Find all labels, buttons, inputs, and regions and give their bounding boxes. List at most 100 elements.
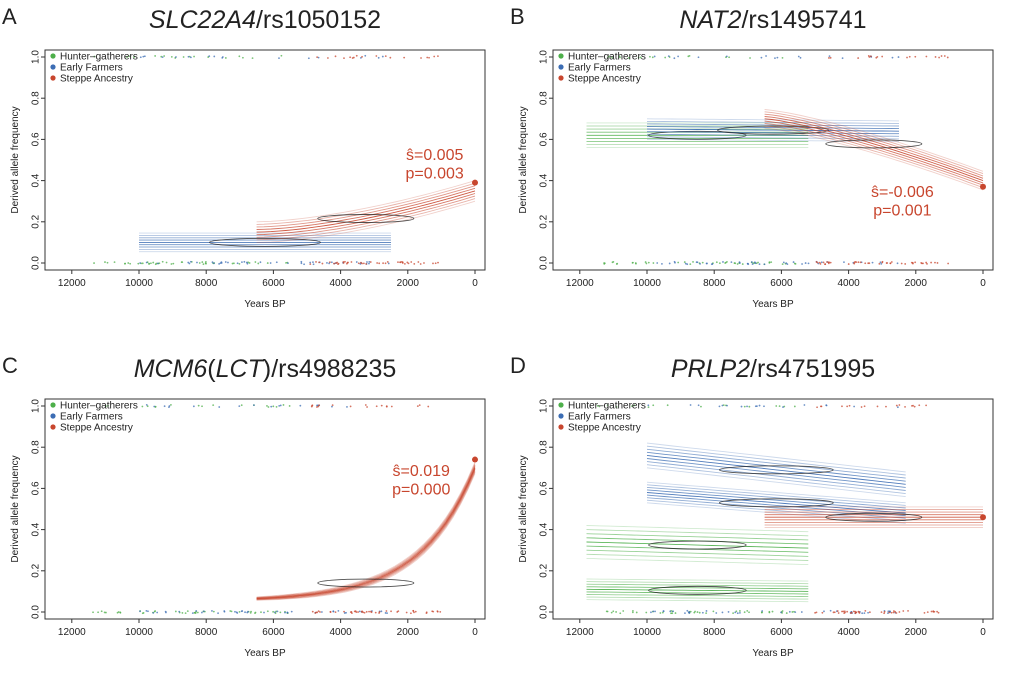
mode-contour	[825, 139, 923, 149]
sample-point	[377, 56, 380, 59]
sample-point	[923, 611, 926, 614]
sample-point	[236, 262, 239, 265]
y-axis-label: Derived allele frequency	[518, 106, 529, 213]
sample-point	[332, 610, 335, 613]
legend-swatch	[558, 413, 564, 419]
title-snp: /rs4988235	[271, 355, 396, 383]
sample-point	[182, 56, 185, 58]
sample-point	[157, 262, 159, 265]
contour-line	[646, 484, 906, 506]
contour-line	[646, 464, 906, 495]
contour-line	[764, 113, 984, 177]
sample-point	[317, 56, 320, 59]
sample-point	[318, 261, 320, 264]
selection-coefficient-label: ŝ=0.005	[406, 147, 463, 164]
sample-point	[853, 405, 856, 408]
sample-point	[732, 612, 735, 615]
sample-point	[212, 404, 215, 407]
sample-point	[357, 262, 360, 265]
sample-point	[770, 261, 773, 264]
sample-point	[847, 263, 850, 265]
sample-point	[697, 404, 700, 407]
contour-line	[256, 193, 476, 236]
y-axis-label: Derived allele frequency	[10, 455, 21, 562]
sample-point	[677, 55, 680, 58]
sample-point	[178, 610, 181, 613]
sample-point	[645, 262, 648, 265]
sample-point	[893, 610, 895, 612]
sample-point	[820, 261, 823, 264]
sample-point	[196, 611, 199, 614]
legend-swatch	[558, 53, 564, 59]
plot-frame	[552, 49, 994, 271]
legend-swatch	[50, 64, 56, 70]
sample-point	[432, 610, 435, 613]
sample-point	[688, 54, 691, 57]
sample-point	[863, 612, 866, 615]
sample-point	[885, 405, 887, 408]
sample-point	[746, 262, 749, 265]
sample-point	[863, 405, 866, 408]
title-paren-gene: LCT	[216, 355, 265, 383]
x-tick-label: 10000	[633, 278, 661, 289]
y-tick-label: 0.0	[31, 605, 42, 619]
sample-point	[254, 261, 257, 263]
sample-point	[728, 56, 731, 59]
sample-point	[669, 610, 672, 613]
sample-point	[736, 263, 739, 265]
contour-line	[646, 126, 900, 130]
sample-point	[139, 56, 142, 59]
contour-line	[646, 458, 906, 488]
sample-point	[816, 406, 818, 409]
sample-point	[106, 261, 109, 264]
sample-point	[801, 263, 803, 265]
contour-line	[586, 533, 809, 541]
sample-point	[201, 261, 204, 263]
selection-coefficient-label: ŝ=0.019	[393, 463, 450, 480]
sample-point	[896, 262, 899, 265]
sample-point	[722, 404, 725, 407]
sample-point	[211, 261, 214, 264]
sample-point	[656, 262, 659, 264]
sample-point	[309, 263, 312, 266]
sample-point	[758, 263, 761, 266]
sample-point	[390, 610, 392, 613]
sample-point	[867, 55, 870, 57]
y-tick-label: 0.8	[31, 440, 42, 454]
sample-point	[930, 610, 933, 613]
sample-point	[705, 612, 708, 615]
sample-point	[181, 612, 184, 614]
sample-point	[715, 261, 718, 264]
sample-point	[818, 261, 821, 264]
sample-point	[930, 261, 933, 264]
sample-point	[378, 612, 380, 614]
chart-panel-d: D PRLP2/rs4751995 0.0 0.2 0.4 0.6 0.8 1.0 12000 1…	[510, 353, 994, 659]
sample-point	[284, 611, 286, 614]
x-tick-label: 2000	[905, 278, 928, 289]
sample-point	[354, 610, 357, 613]
sample-point	[311, 404, 314, 407]
sample-point	[667, 55, 670, 58]
contour-line	[764, 116, 984, 179]
sample-point	[914, 261, 917, 264]
sample-point	[781, 610, 784, 612]
sample-point	[150, 262, 152, 265]
sample-point	[249, 611, 252, 614]
sample-point	[375, 405, 378, 408]
sample-point	[841, 405, 843, 408]
sample-point	[350, 261, 353, 263]
trajectory-bundle-steppe	[764, 109, 984, 191]
sample-point	[880, 611, 883, 614]
sample-point	[161, 56, 164, 58]
sample-point	[800, 611, 803, 613]
sample-point	[940, 55, 943, 57]
sample-point	[606, 404, 609, 407]
sample-point	[598, 405, 601, 408]
sample-point	[103, 611, 106, 614]
x-tick-label: 6000	[262, 627, 285, 638]
sample-point	[141, 405, 144, 408]
sample-point	[152, 611, 155, 614]
sample-point	[280, 54, 283, 57]
